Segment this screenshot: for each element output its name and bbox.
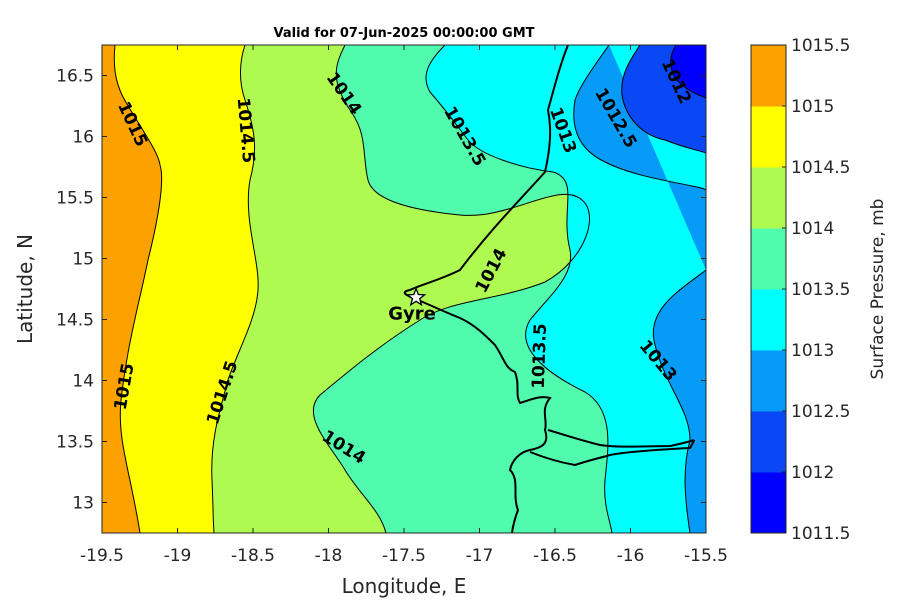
y-tick-label: 16.5 [56,67,94,87]
contour-line-1013 [573,45,706,533]
colorbar-swatch [751,411,786,473]
colorbar-tick-label: 1014.5 [791,158,850,178]
colorbar: 1011.5 1012 1012.5 1013 1013.5 1014 1014.5 1015… [750,36,850,544]
x-tick-label: -17 [466,546,494,566]
colorbar-tick-label: 1013 [791,341,834,361]
y-tick-label: 16 [72,128,94,148]
coastline [403,45,695,533]
storm-name-label: Gyre [388,304,436,325]
y-tick-label: 15 [72,250,94,270]
map-title: Valid for 07-Jun-2025 00:00:00 GMT [274,26,535,41]
y-axis-label: Latitude, N [13,234,37,344]
y-tick-label: 14.5 [56,311,94,331]
x-tick-label: -18.5 [231,546,275,566]
colorbar-tick-label: 1012 [791,463,834,483]
colorbar-label: Surface Pressure, mb [868,199,888,380]
y-tick-label: 13.5 [56,433,94,453]
contour-line-1015 [113,45,163,533]
contour-line-1012 [670,45,706,99]
colorbar-swatch [751,106,786,168]
colorbar-swatch [751,45,786,107]
fill-band-1011.5-1012 [670,45,706,98]
contour-line-1013.5 [425,45,613,533]
x-axis-label: Longitude, E [342,574,467,598]
colorbar-tick-label: 1013.5 [791,280,850,300]
gambia-river-north-bank [547,429,695,448]
coastline-south [417,299,552,533]
fill-band-1012.5-1013 [573,45,706,533]
storm-marker: Gyre [388,286,436,325]
x-tick-label: -19 [164,546,192,566]
x-tick-label: -19.5 [80,546,124,566]
contour-lines [113,45,706,533]
gambia-river-south-bank [529,439,695,467]
x-axis: -19.5 -19 -18.5 -18 -17.5 -17 -16.5 -16 -15.5 [80,45,728,566]
y-tick-label: 15.5 [56,189,94,209]
x-tick-label: -18 [315,546,343,566]
x-tick-label: -16.5 [533,546,577,566]
colorbar-swatch [751,167,786,229]
colorbar-tick-label: 1012.5 [791,402,850,422]
colorbar-tick-label: 1015.5 [791,36,850,56]
colorbar-tick-label: 1015 [791,97,834,117]
contour-line-1014 [312,45,591,533]
y-axis: 13 13.5 14 14.5 15 15.5 16 16.5 [56,67,706,514]
colorbar-swatch [751,289,786,351]
storm-star-icon [405,286,427,307]
colorbar-swatch [751,228,786,290]
colorbar-tick-label: 1014 [791,219,834,239]
x-tick-label: -15.5 [684,546,728,566]
colorbar-swatch [751,350,786,412]
y-tick-label: 14 [72,372,94,392]
x-tick-label: -16 [617,546,645,566]
colorbar-tick-label: 1011.5 [791,524,850,544]
contour-line-1014.5 [211,45,259,533]
contour-label: 1013.5 [529,323,551,389]
coastline-north [403,45,569,301]
y-tick-label: 13 [72,494,94,514]
contour-line-1012.5 [621,45,706,154]
x-tick-label: -17.5 [382,546,426,566]
colorbar-swatch [751,472,786,534]
